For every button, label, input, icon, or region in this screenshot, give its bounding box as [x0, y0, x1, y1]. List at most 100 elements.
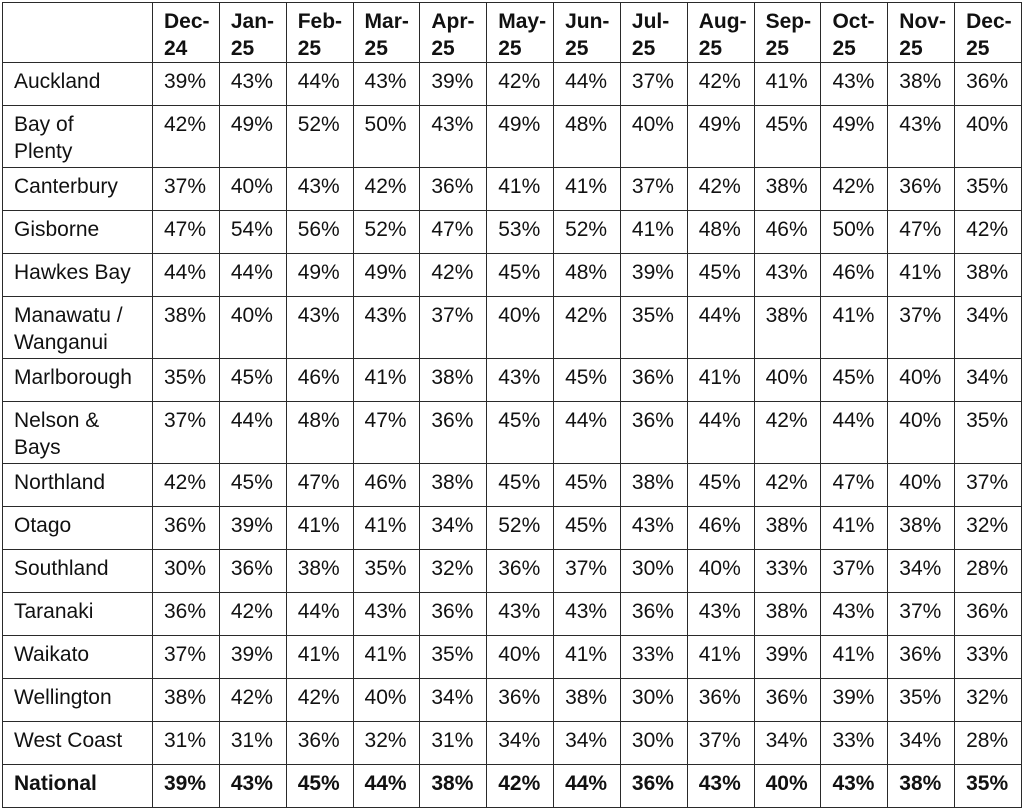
value-cell: 36% — [619, 764, 688, 808]
value-cell: 42% — [753, 463, 822, 507]
value-cell: 30% — [619, 678, 688, 722]
value-cell: 42% — [820, 167, 889, 211]
value-cell: 35% — [954, 401, 1022, 464]
value-cell: 35% — [619, 296, 688, 359]
region-name: Southland — [2, 549, 153, 593]
value-cell: 37% — [152, 401, 220, 464]
value-cell: 38% — [887, 506, 956, 550]
value-cell: 32% — [954, 678, 1022, 722]
value-cell: 36% — [887, 635, 956, 679]
value-cell: 40% — [954, 105, 1022, 168]
value-cell: 38% — [619, 463, 688, 507]
value-cell: 40% — [686, 549, 755, 593]
table-row: Bay of Plenty 42% 49% 52% 50% 43% 49% 48% 40% 49%… — [2, 105, 1022, 168]
value-cell: 37% — [619, 167, 688, 211]
value-cell: 36% — [152, 592, 220, 636]
value-cell: 44% — [553, 62, 621, 106]
value-cell: 38% — [419, 463, 488, 507]
value-cell: 32% — [352, 721, 421, 765]
value-cell: 54% — [218, 210, 287, 254]
value-cell: 47% — [820, 463, 889, 507]
value-cell: 40% — [887, 463, 956, 507]
value-cell: 36% — [887, 167, 956, 211]
value-cell: 33% — [954, 635, 1022, 679]
value-cell: 45% — [686, 463, 755, 507]
value-cell: 41% — [820, 635, 889, 679]
value-cell: 33% — [820, 721, 889, 765]
region-name: West Coast — [2, 721, 153, 765]
value-cell: 38% — [753, 167, 822, 211]
table-row: Taranaki 36% 42% 44% 43% 36% 43% 43% 36% 43% 38% 43… — [2, 592, 1022, 636]
value-cell: 42% — [152, 105, 220, 168]
value-cell: 49% — [486, 105, 555, 168]
value-cell: 36% — [152, 506, 220, 550]
value-cell: 43% — [486, 358, 555, 402]
value-cell: 44% — [686, 296, 755, 359]
value-cell: 43% — [820, 764, 889, 808]
table-row: Wellington 38% 42% 42% 40% 34% 36% 38% 30% 36% 36%… — [2, 678, 1022, 722]
value-cell: 39% — [419, 62, 488, 106]
value-cell: 41% — [686, 358, 755, 402]
value-cell: 41% — [753, 62, 822, 106]
value-cell: 39% — [152, 62, 220, 106]
value-cell: 33% — [753, 549, 822, 593]
value-cell: 37% — [152, 167, 220, 211]
value-cell: 41% — [352, 358, 421, 402]
value-cell: 43% — [285, 167, 354, 211]
value-cell: 46% — [820, 253, 889, 297]
value-cell: 42% — [218, 592, 287, 636]
value-cell: 40% — [887, 401, 956, 464]
region-name: Auckland — [2, 62, 153, 106]
table-row: Northland 42% 45% 47% 46% 38% 45% 45% 38% 45% 42% 4… — [2, 463, 1022, 507]
header-row: Dec-24 Jan-25 Feb-25 Mar-25 Apr-25 May-25 Jun-… — [2, 2, 1022, 63]
value-cell: 39% — [152, 764, 220, 808]
region-name: Taranaki — [2, 592, 153, 636]
column-header: Aug-25 — [686, 2, 755, 63]
value-cell: 37% — [619, 62, 688, 106]
value-cell: 37% — [419, 296, 488, 359]
table-row: Marlborough 35% 45% 46% 41% 38% 43% 45% 36% 41% 40… — [2, 358, 1022, 402]
value-cell: 40% — [619, 105, 688, 168]
value-cell: 39% — [753, 635, 822, 679]
value-cell: 42% — [285, 678, 354, 722]
column-header: Sep-25 — [753, 2, 822, 63]
total-row: National 39% 43% 45% 44% 38% 42% 44% 36% 43% 40% 43… — [2, 764, 1022, 808]
value-cell: 36% — [419, 401, 488, 464]
value-cell: 46% — [753, 210, 822, 254]
column-header: Jun-25 — [553, 2, 621, 63]
value-cell: 38% — [553, 678, 621, 722]
value-cell: 49% — [820, 105, 889, 168]
value-cell: 48% — [553, 105, 621, 168]
value-cell: 42% — [954, 210, 1022, 254]
value-cell: 32% — [419, 549, 488, 593]
value-cell: 38% — [285, 549, 354, 593]
value-cell: 38% — [887, 62, 956, 106]
value-cell: 36% — [619, 358, 688, 402]
value-cell: 41% — [686, 635, 755, 679]
value-cell: 41% — [553, 167, 621, 211]
value-cell: 49% — [686, 105, 755, 168]
value-cell: 34% — [553, 721, 621, 765]
value-cell: 42% — [486, 62, 555, 106]
value-cell: 31% — [218, 721, 287, 765]
value-cell: 47% — [887, 210, 956, 254]
value-cell: 37% — [152, 635, 220, 679]
value-cell: 52% — [352, 210, 421, 254]
value-cell: 40% — [753, 764, 822, 808]
value-cell: 42% — [553, 296, 621, 359]
column-header: Mar-25 — [352, 2, 421, 63]
value-cell: 42% — [686, 62, 755, 106]
value-cell: 47% — [152, 210, 220, 254]
column-header: May-25 — [486, 2, 555, 63]
table-row: Nelson & Bays 37% 44% 48% 47% 36% 45% 44% 36% 44%… — [2, 401, 1022, 464]
table-row: Southland 30% 36% 38% 35% 32% 36% 37% 30% 40% 33% 3… — [2, 549, 1022, 593]
value-cell: 41% — [285, 506, 354, 550]
value-cell: 41% — [486, 167, 555, 211]
value-cell: 44% — [285, 592, 354, 636]
value-cell: 34% — [954, 358, 1022, 402]
value-cell: 34% — [753, 721, 822, 765]
column-header: Oct-25 — [820, 2, 889, 63]
value-cell: 49% — [352, 253, 421, 297]
value-cell: 35% — [954, 764, 1022, 808]
value-cell: 44% — [285, 62, 354, 106]
